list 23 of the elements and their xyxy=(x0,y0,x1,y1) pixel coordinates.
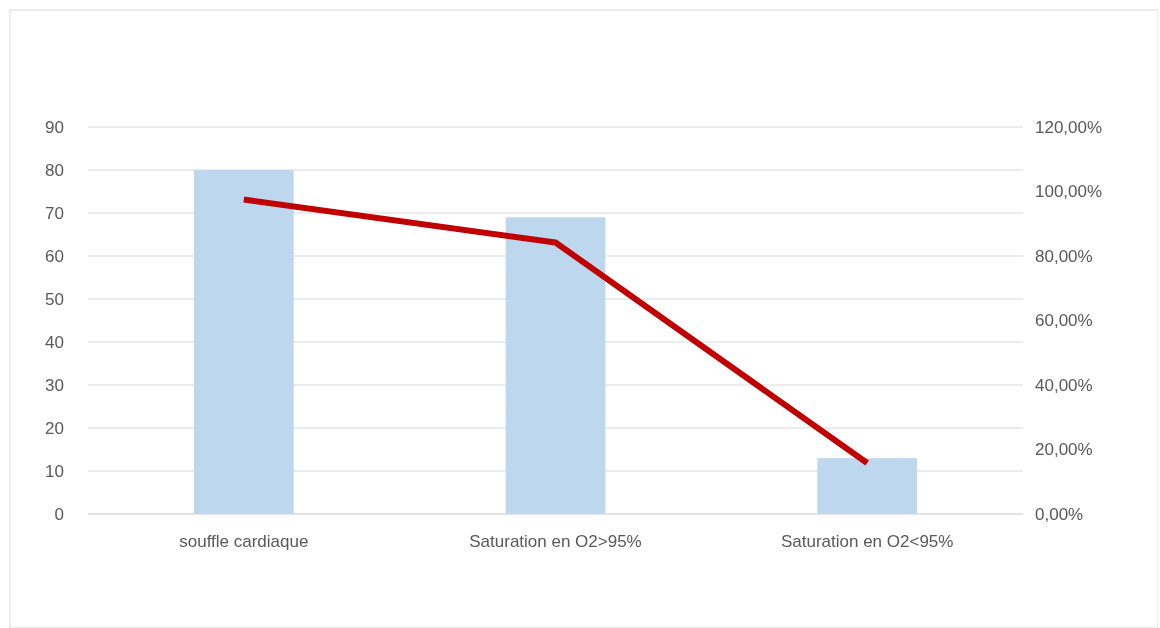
bar xyxy=(817,458,918,514)
x-tick-label: Saturation en O2>95% xyxy=(469,532,642,551)
y2-tick-label: 0,00% xyxy=(1035,504,1084,524)
y-tick-label: 70 xyxy=(45,203,64,223)
x-tick-label: Saturation en O2<95% xyxy=(780,532,954,551)
y-tick-label: 30 xyxy=(45,375,64,395)
y2-tick-label: 60,00% xyxy=(1035,311,1093,331)
y-tick-label: 0 xyxy=(54,504,64,524)
y-tick-label: 10 xyxy=(45,461,64,481)
bar xyxy=(505,217,606,514)
y2-tick-label: 120,00% xyxy=(1035,117,1103,137)
y2-tick-label: 100,00% xyxy=(1035,182,1103,202)
y-tick-label: 20 xyxy=(45,418,64,438)
y2-tick-label: 40,00% xyxy=(1035,375,1093,395)
y-tick-label: 60 xyxy=(45,246,64,266)
y-tick-label: 90 xyxy=(45,117,64,137)
x-tick-label: souffle cardiaque xyxy=(179,532,309,551)
y2-tick-label: 80,00% xyxy=(1035,246,1093,266)
bar xyxy=(193,170,294,514)
y-tick-label: 80 xyxy=(45,160,64,180)
y2-tick-label: 20,00% xyxy=(1035,440,1093,460)
y-tick-label: 40 xyxy=(45,332,64,352)
y-tick-label: 50 xyxy=(45,289,64,309)
